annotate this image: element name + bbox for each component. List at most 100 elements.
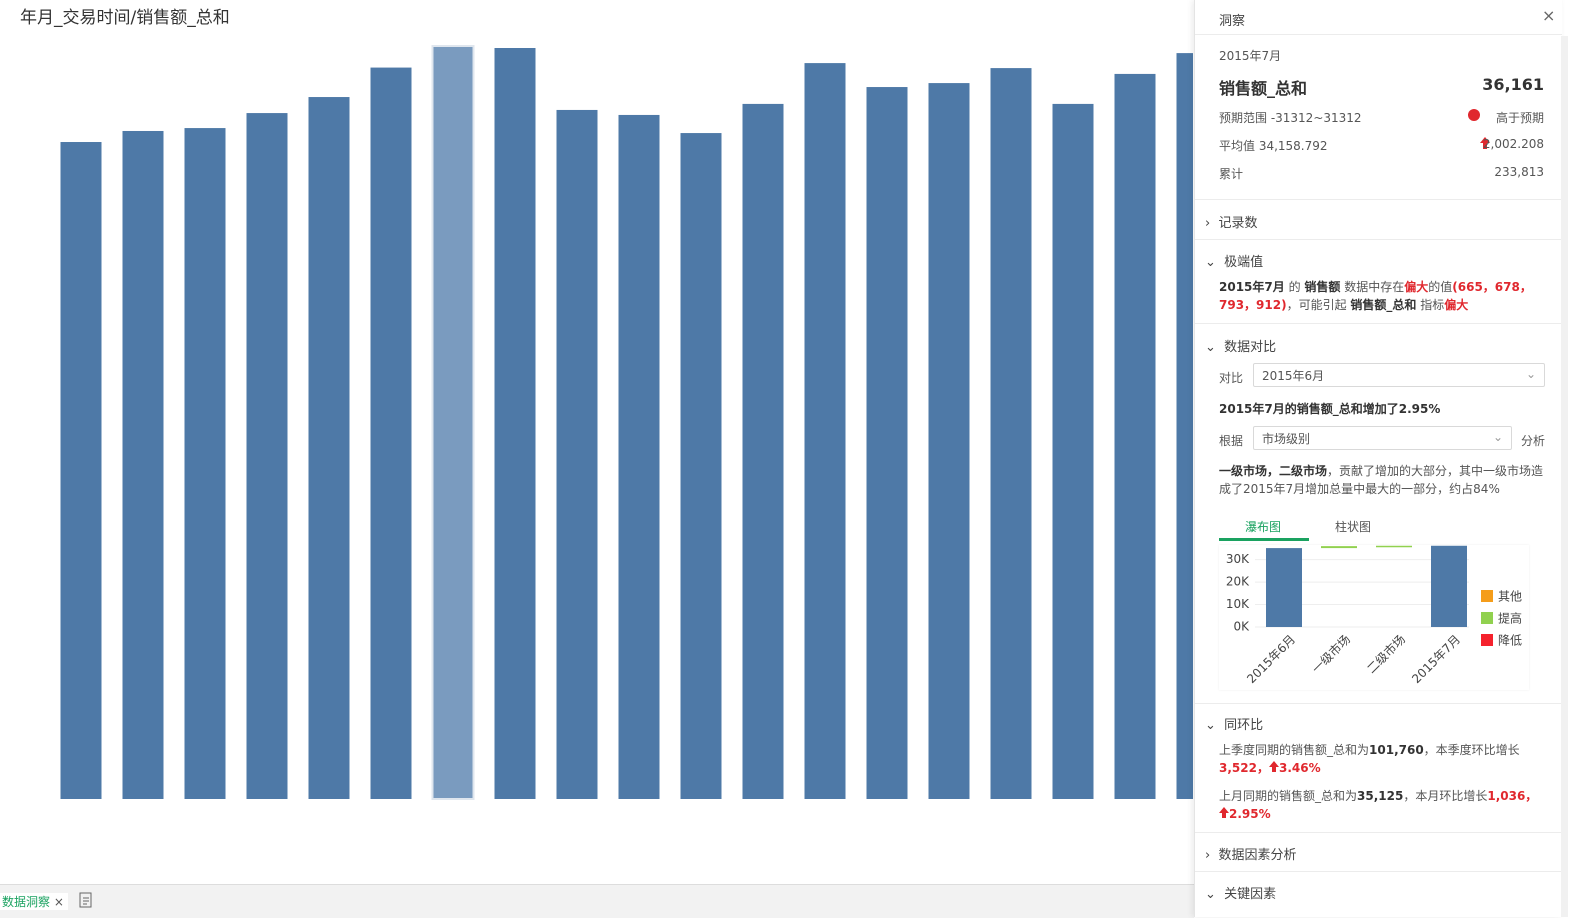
cumulative-label: 累计 <box>1219 167 1244 181</box>
bar <box>308 97 350 799</box>
tab-bar: 数据洞察 × <box>0 884 1194 918</box>
compare-label: 对比 <box>1219 371 1244 385</box>
t: 上季度同期的销售额_总和为 <box>1219 743 1370 757</box>
compare-select[interactable]: 2015年6月 ⌄ <box>1253 363 1545 387</box>
bar <box>370 67 412 800</box>
expected-status: 高于预期 <box>1495 111 1544 125</box>
conclusion: 一级市场，二级市场，贡献了增加的大部分，其中一级市场造成了2015年7月增加总量… <box>1219 462 1544 498</box>
t: 一级市场，二级市场 <box>1219 464 1328 478</box>
up-arrow <box>1219 807 1229 818</box>
scrollbar[interactable] <box>1561 36 1568 917</box>
bar <box>1114 73 1156 799</box>
y-tick-label: 0K <box>1233 620 1250 634</box>
by-select[interactable]: 市场级别 ⌄ <box>1253 426 1512 450</box>
status-dot <box>1468 109 1480 121</box>
t: ，本季度环比增长 <box>1423 743 1520 757</box>
section-header[interactable]: ⌄ 同环比 <box>1205 718 1264 733</box>
t: 销售额 <box>1304 280 1341 294</box>
section-header[interactable]: › 数据因素分析 <box>1205 848 1297 863</box>
t: 指标 <box>1416 298 1445 312</box>
bar <box>246 113 288 799</box>
chart-tab[interactable]: 瀑布图 <box>1245 520 1282 534</box>
average: 平均值 34,158.792 <box>1219 139 1328 153</box>
bar <box>494 47 536 799</box>
bar <box>928 83 970 799</box>
y-tick-label: 20K <box>1226 575 1250 589</box>
icon[interactable] <box>79 892 93 908</box>
t: 101,760 <box>1369 743 1424 757</box>
t: 的 <box>1284 280 1305 294</box>
bar <box>680 133 722 799</box>
bar <box>618 114 660 800</box>
section-title: 数据因素分析 <box>1218 848 1297 863</box>
panel-title: 洞察 <box>1219 14 1246 29</box>
t: 3.46% <box>1278 761 1321 775</box>
x-tick-label: 二级市场 <box>1364 632 1409 677</box>
bar <box>804 63 846 799</box>
t: 35,125 <box>1357 789 1404 803</box>
section-title: 数据对比 <box>1224 340 1277 355</box>
bar <box>1052 103 1094 799</box>
tab[interactable]: 数据洞察 × <box>0 893 68 910</box>
legend-label: 其他 <box>1498 590 1522 604</box>
y-tick-label: 10K <box>1226 597 1250 611</box>
up-arrow <box>1480 137 1490 149</box>
bar <box>1321 546 1357 549</box>
chart: 年月_交易时间/销售额_总和 <box>20 8 1193 800</box>
tab-label: 数据洞察 <box>2 895 51 909</box>
metric: 销售额_总和 <box>1219 79 1308 98</box>
average-diff: 2,002.208 <box>1482 137 1544 151</box>
x-tick-label: 2015年6月 <box>1244 632 1298 686</box>
insight-panel: 洞察 × 2015年7月 销售额_总和 36,161 预期范围 -31312~3… <box>1194 0 1562 917</box>
close-button[interactable]: × <box>1542 6 1556 25</box>
bar <box>990 68 1032 800</box>
t: 2015年7月 <box>1219 280 1285 294</box>
t: 上月同期的销售额_总和为 <box>1219 789 1358 803</box>
t: ，可能引起 <box>1286 298 1351 312</box>
section-title: 极端值 <box>1224 255 1264 270</box>
chart-tab[interactable]: 柱状图 <box>1335 520 1372 534</box>
x-tick-label: 一级市场 <box>1309 632 1354 677</box>
section-header[interactable]: ⌄ 数据对比 <box>1205 340 1277 355</box>
t: 3,522， <box>1219 761 1269 775</box>
t: 的值 <box>1428 280 1453 294</box>
t: ，本月环比增长 <box>1403 789 1488 803</box>
metric-value: 36,161 <box>1482 75 1544 94</box>
bar <box>1431 545 1467 627</box>
section-title: 记录数 <box>1218 216 1258 231</box>
extreme-text: 2015年7月 的 销售额 数据中存在偏大的值(665，678，793，912)… <box>1219 278 1544 314</box>
section-header[interactable]: › 记录数 <box>1205 216 1258 231</box>
x-tick-label: 2015年7月 <box>1409 632 1463 686</box>
t: 偏大 <box>1404 280 1429 294</box>
bar <box>742 103 784 799</box>
bar <box>1376 545 1412 548</box>
legend-swatch <box>1481 634 1493 646</box>
section-header[interactable]: ⌄ 关键因素 <box>1205 887 1277 902</box>
bar <box>431 45 475 800</box>
select-value: 2015年6月 <box>1262 369 1325 383</box>
t: 销售额_总和 <box>1350 298 1417 312</box>
section-title: 同环比 <box>1224 718 1264 733</box>
bar <box>1176 53 1193 799</box>
cumulative: 233,813 <box>1494 165 1544 179</box>
legend-swatch <box>1481 612 1493 624</box>
yoy-quarter: 上季度同期的销售额_总和为101,760，本季度环比增长 3,522， 3.46% <box>1219 741 1544 777</box>
t: 1,036， <box>1487 789 1538 803</box>
legend-label: 提高 <box>1498 611 1522 626</box>
analyze-button[interactable]: 分析 <box>1521 434 1546 448</box>
period: 2015年7月 <box>1219 49 1282 63</box>
bar <box>122 130 164 800</box>
section-title: 关键因素 <box>1224 887 1277 902</box>
bar <box>184 128 226 800</box>
t: 2.95% <box>1229 807 1271 821</box>
legend-label: 降低 <box>1498 634 1522 648</box>
bar <box>60 142 102 799</box>
bar <box>866 87 908 799</box>
t: 数据中存在 <box>1340 280 1405 294</box>
yoy-month: 上月同期的销售额_总和为35,125，本月环比增长1,036， 2.95% <box>1219 787 1544 823</box>
chart-title: 年月_交易时间/销售额_总和 <box>20 8 230 28</box>
section-header[interactable]: ⌄ 极端值 <box>1205 255 1264 270</box>
t: ，贡献了增加的大部分，其中一级市场造成了2015年7月增加总量中最大的一部分，约… <box>1219 464 1544 496</box>
